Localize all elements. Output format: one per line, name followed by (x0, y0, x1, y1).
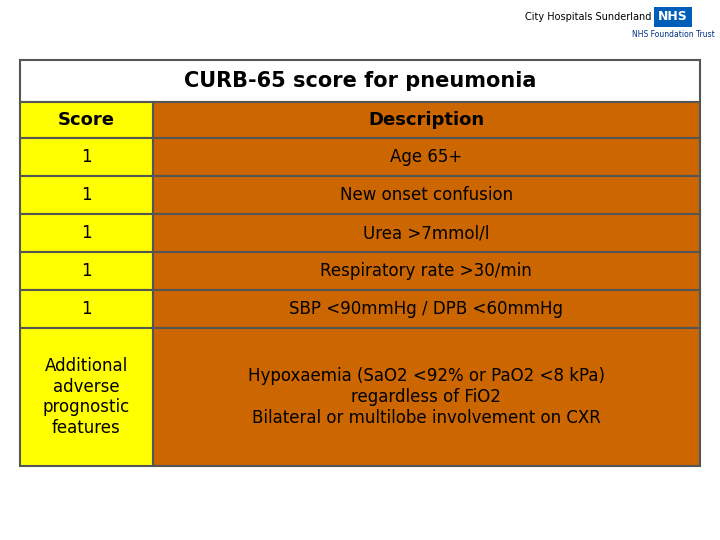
Text: City Hospitals Sunderland: City Hospitals Sunderland (525, 12, 651, 22)
FancyBboxPatch shape (20, 60, 700, 102)
FancyBboxPatch shape (20, 176, 153, 214)
Text: NHS Foundation Trust: NHS Foundation Trust (631, 30, 714, 39)
Text: 1: 1 (81, 262, 91, 280)
Text: Hypoxaemia (SaO2 <92% or PaO2 <8 kPa)
regardless of FiO2
Bilateral or multilobe : Hypoxaemia (SaO2 <92% or PaO2 <8 kPa) re… (248, 367, 605, 427)
Text: 1: 1 (81, 148, 91, 166)
Text: NHS: NHS (658, 10, 688, 24)
FancyBboxPatch shape (20, 252, 153, 290)
Text: Urea >7mmol/l: Urea >7mmol/l (363, 224, 490, 242)
Text: Age 65+: Age 65+ (390, 148, 462, 166)
Text: 1: 1 (81, 224, 91, 242)
FancyBboxPatch shape (153, 328, 700, 466)
Text: 1: 1 (81, 300, 91, 318)
FancyBboxPatch shape (153, 138, 700, 176)
FancyBboxPatch shape (153, 102, 700, 138)
Text: Description: Description (368, 111, 485, 129)
Text: SBP <90mmHg / DPB <60mmHg: SBP <90mmHg / DPB <60mmHg (289, 300, 563, 318)
FancyBboxPatch shape (153, 176, 700, 214)
FancyBboxPatch shape (153, 214, 700, 252)
Text: Additional
adverse
prognostic
features: Additional adverse prognostic features (42, 357, 130, 437)
FancyBboxPatch shape (20, 290, 153, 328)
Text: 1: 1 (81, 186, 91, 204)
Text: CURB-65 score for pneumonia: CURB-65 score for pneumonia (184, 71, 536, 91)
Text: Respiratory rate >30/min: Respiratory rate >30/min (320, 262, 532, 280)
Text: New onset confusion: New onset confusion (340, 186, 513, 204)
FancyBboxPatch shape (20, 138, 153, 176)
FancyBboxPatch shape (20, 214, 153, 252)
FancyBboxPatch shape (654, 7, 692, 27)
FancyBboxPatch shape (153, 252, 700, 290)
Text: Score: Score (58, 111, 114, 129)
FancyBboxPatch shape (20, 102, 153, 138)
FancyBboxPatch shape (20, 328, 153, 466)
FancyBboxPatch shape (153, 290, 700, 328)
